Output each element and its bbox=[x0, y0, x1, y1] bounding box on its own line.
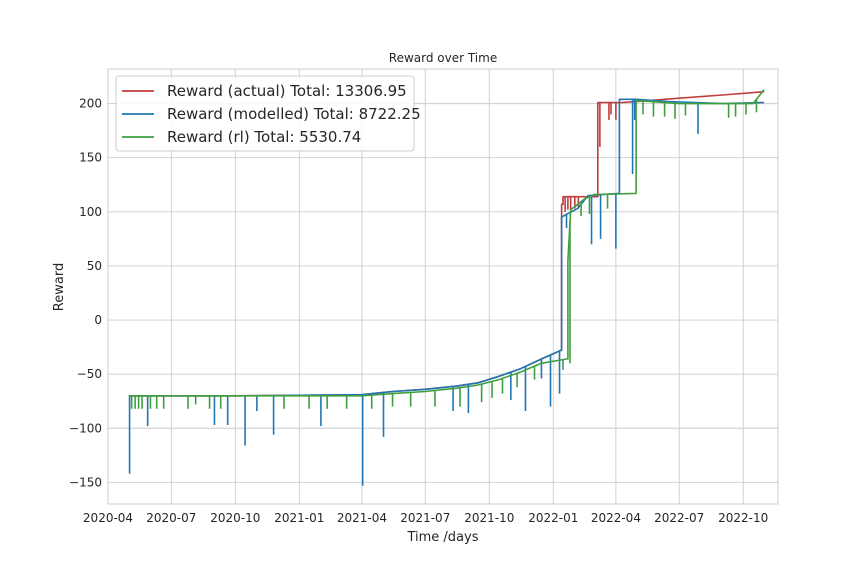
x-tick-label: 2022-07 bbox=[654, 511, 704, 525]
chart-title: Reward over Time bbox=[389, 51, 497, 65]
x-tick-label: 2021-01 bbox=[274, 511, 324, 525]
y-tick-label: −50 bbox=[77, 367, 102, 381]
series-2 bbox=[128, 89, 765, 409]
x-tick-label: 2020-04 bbox=[83, 511, 133, 525]
y-tick-label: −100 bbox=[69, 421, 102, 435]
x-tick-label: 2022-10 bbox=[718, 511, 768, 525]
y-tick-label: 150 bbox=[79, 151, 102, 165]
y-axis-title: Reward bbox=[52, 263, 67, 311]
series-layer bbox=[128, 89, 765, 486]
y-tick-label: 200 bbox=[79, 97, 102, 111]
legend-entry: Reward (modelled) Total: 8722.25 bbox=[167, 105, 421, 123]
y-tick-labels: 200 150 100 50 0 −50 −100 −150 bbox=[69, 97, 102, 490]
series-line bbox=[128, 89, 765, 397]
legend-entry: Reward (rl) Total: 5530.74 bbox=[167, 128, 361, 146]
series-1 bbox=[128, 98, 765, 486]
y-tick-label: 50 bbox=[87, 259, 102, 273]
legend: Reward (actual) Total: 13306.95 Reward (m… bbox=[115, 75, 421, 152]
x-tick-label: 2020-10 bbox=[210, 511, 260, 525]
x-tick-label: 2020-07 bbox=[146, 511, 196, 525]
x-tick-label: 2022-04 bbox=[591, 511, 641, 525]
x-tick-labels: 2020-04 2020-07 2020-10 2021-01 2021-04 2021-… bbox=[83, 511, 768, 525]
x-axis-title: Time /days bbox=[406, 530, 478, 545]
legend-entry: Reward (actual) Total: 13306.95 bbox=[167, 82, 407, 100]
legend-box bbox=[115, 75, 415, 152]
y-tick-label: −150 bbox=[69, 475, 102, 489]
series-line bbox=[128, 98, 765, 397]
y-tick-label: 0 bbox=[94, 313, 102, 327]
x-tick-label: 2021-10 bbox=[464, 511, 514, 525]
x-tick-label: 2021-07 bbox=[400, 511, 450, 525]
y-gridlines bbox=[108, 103, 778, 483]
x-tick-label: 2021-04 bbox=[337, 511, 387, 525]
y-tick-label: 100 bbox=[79, 205, 102, 219]
x-tick-label: 2022-01 bbox=[528, 511, 578, 525]
